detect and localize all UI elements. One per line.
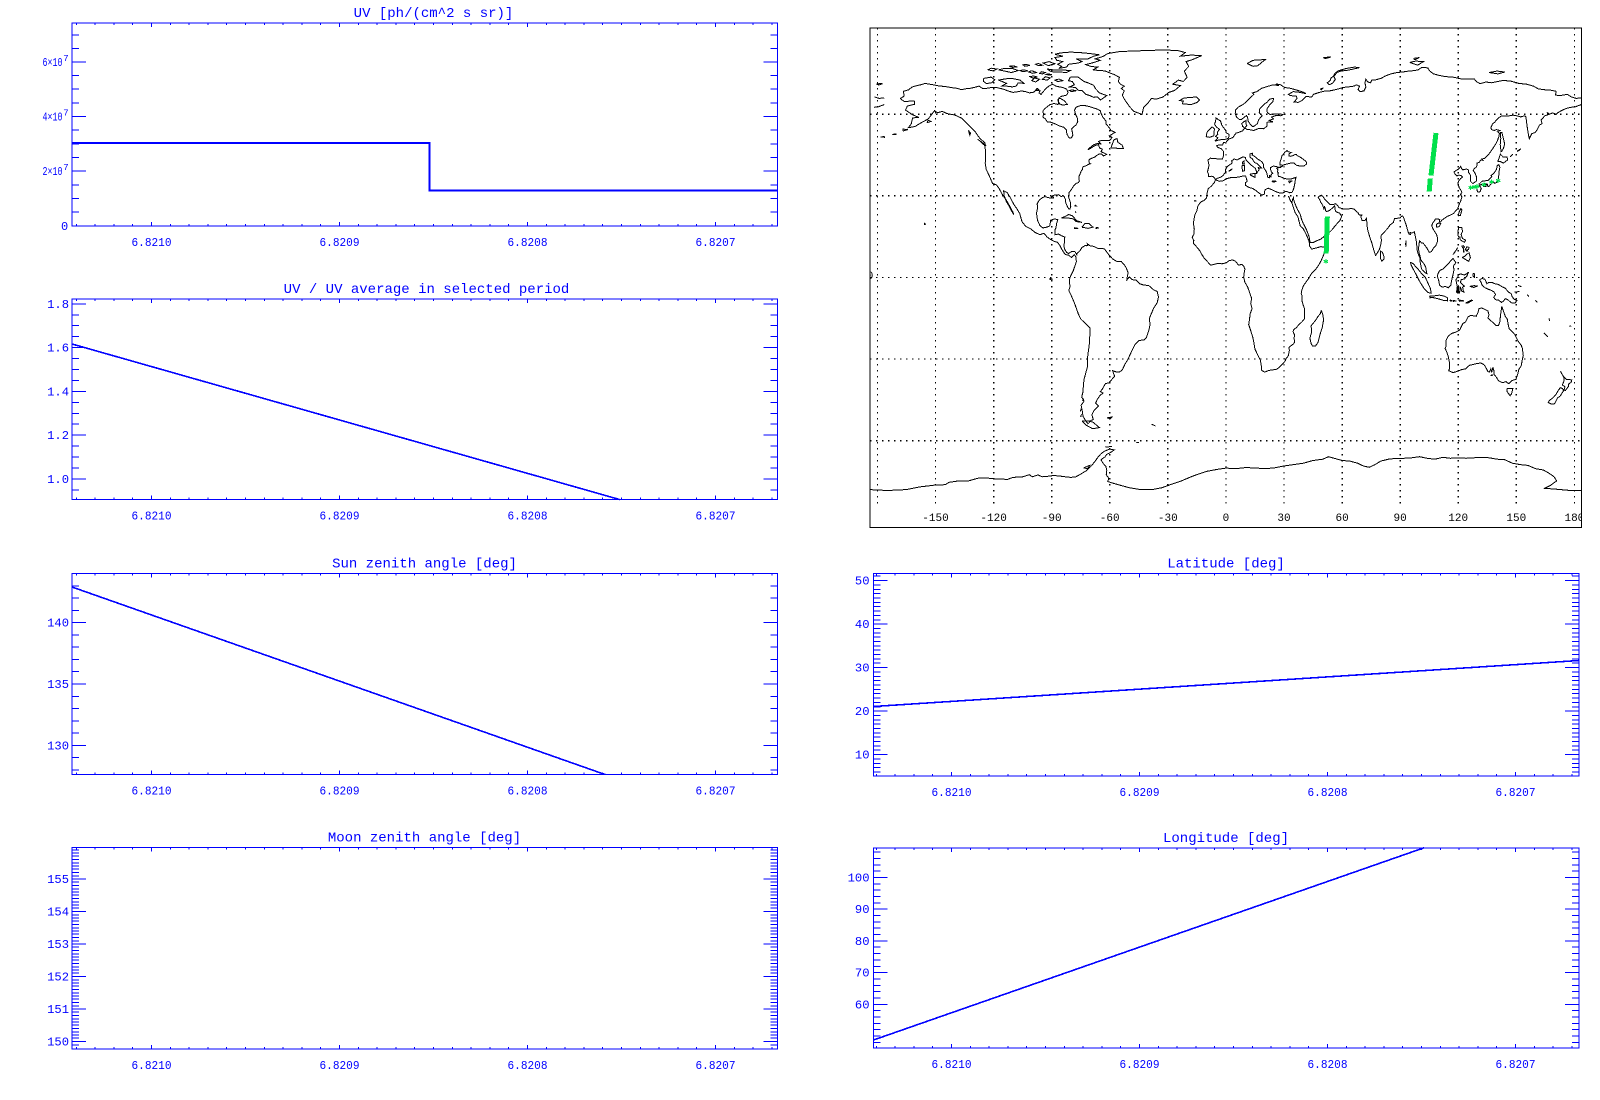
svg-text:154: 154 — [47, 906, 69, 920]
svg-text:6.8210: 6.8210 — [132, 785, 172, 799]
svg-text:50: 50 — [855, 575, 870, 589]
svg-text:2×10: 2×10 — [43, 165, 63, 179]
svg-text:-90: -90 — [1042, 513, 1062, 525]
svg-text:6.8208: 6.8208 — [1308, 786, 1348, 800]
svg-text:-120: -120 — [980, 513, 1006, 525]
svg-text:6.8209: 6.8209 — [1120, 786, 1160, 800]
svg-text:6.8210: 6.8210 — [932, 1058, 972, 1072]
svg-text:150: 150 — [47, 1036, 69, 1050]
svg-text:6.8209: 6.8209 — [1120, 1058, 1160, 1072]
svg-text:20: 20 — [855, 705, 870, 719]
svg-text:1.8: 1.8 — [47, 298, 69, 312]
svg-text:6.8207: 6.8207 — [696, 1059, 736, 1073]
svg-text:6.8208: 6.8208 — [508, 785, 548, 799]
svg-text:30: 30 — [855, 662, 870, 676]
svg-text:7: 7 — [63, 109, 68, 119]
svg-text:6.8207: 6.8207 — [696, 510, 736, 524]
svg-text:6.8207: 6.8207 — [696, 236, 736, 250]
svg-text:6.8210: 6.8210 — [132, 510, 172, 524]
svg-text:6.8209: 6.8209 — [320, 510, 360, 524]
svg-text:Sun zenith angle [deg]: Sun zenith angle [deg] — [332, 557, 517, 573]
svg-text:UV [ph/(cm^2 s sr)]: UV [ph/(cm^2 s sr)] — [354, 6, 514, 22]
svg-text:180: 180 — [1564, 513, 1584, 525]
svg-text:6.8210: 6.8210 — [132, 1059, 172, 1073]
svg-text:1.0: 1.0 — [47, 473, 69, 487]
svg-text:120: 120 — [1448, 513, 1468, 525]
svg-text:100: 100 — [848, 872, 870, 886]
svg-text:0: 0 — [61, 220, 68, 234]
svg-text:135: 135 — [47, 678, 69, 692]
svg-text:6.8209: 6.8209 — [320, 1059, 360, 1073]
svg-text:153: 153 — [47, 938, 69, 952]
svg-text:6.8208: 6.8208 — [508, 236, 548, 250]
svg-text:4×10: 4×10 — [43, 111, 63, 125]
svg-text:70: 70 — [855, 967, 870, 981]
svg-text:155: 155 — [47, 873, 69, 887]
svg-text:Longitude [deg]: Longitude [deg] — [1163, 831, 1289, 847]
svg-text:0: 0 — [867, 271, 874, 283]
svg-text:6.8208: 6.8208 — [1308, 1058, 1348, 1072]
svg-text:90: 90 — [855, 903, 870, 917]
svg-text:10: 10 — [855, 749, 870, 763]
svg-text:1.4: 1.4 — [47, 385, 69, 399]
svg-text:1.2: 1.2 — [47, 429, 69, 443]
svg-text:6.8207: 6.8207 — [1496, 1058, 1536, 1072]
svg-text:6.8209: 6.8209 — [320, 785, 360, 799]
svg-text:80: 80 — [855, 935, 870, 949]
svg-text:60: 60 — [855, 998, 870, 1012]
svg-text:1.6: 1.6 — [47, 342, 69, 356]
svg-text:6.8207: 6.8207 — [1496, 786, 1536, 800]
svg-text:30: 30 — [1277, 513, 1290, 525]
svg-text:Latitude [deg]: Latitude [deg] — [1167, 557, 1285, 573]
svg-text:150: 150 — [1506, 513, 1526, 525]
svg-text:7: 7 — [63, 54, 68, 64]
svg-text:6.8209: 6.8209 — [320, 236, 360, 250]
svg-text:0: 0 — [1223, 513, 1230, 525]
svg-text:-60: -60 — [1100, 513, 1120, 525]
svg-text:7: 7 — [63, 163, 68, 173]
svg-text:-150: -150 — [922, 513, 948, 525]
svg-text:6.8210: 6.8210 — [132, 236, 172, 250]
svg-text:140: 140 — [47, 617, 69, 631]
svg-text:130: 130 — [47, 739, 69, 753]
svg-text:6.8207: 6.8207 — [696, 785, 736, 799]
svg-text:40: 40 — [855, 618, 870, 632]
svg-text:6×10: 6×10 — [43, 56, 63, 70]
svg-text:UV / UV average in selected pe: UV / UV average in selected period — [284, 282, 570, 298]
svg-text:90: 90 — [1393, 513, 1406, 525]
svg-text:6.8208: 6.8208 — [508, 1059, 548, 1073]
svg-text:60: 60 — [1335, 513, 1348, 525]
svg-text:Moon zenith angle [deg]: Moon zenith angle [deg] — [328, 831, 521, 847]
svg-text:-30: -30 — [1158, 513, 1178, 525]
svg-text:6.8210: 6.8210 — [932, 786, 972, 800]
svg-text:151: 151 — [47, 1003, 69, 1017]
svg-text:6.8208: 6.8208 — [508, 510, 548, 524]
svg-text:152: 152 — [47, 971, 69, 985]
